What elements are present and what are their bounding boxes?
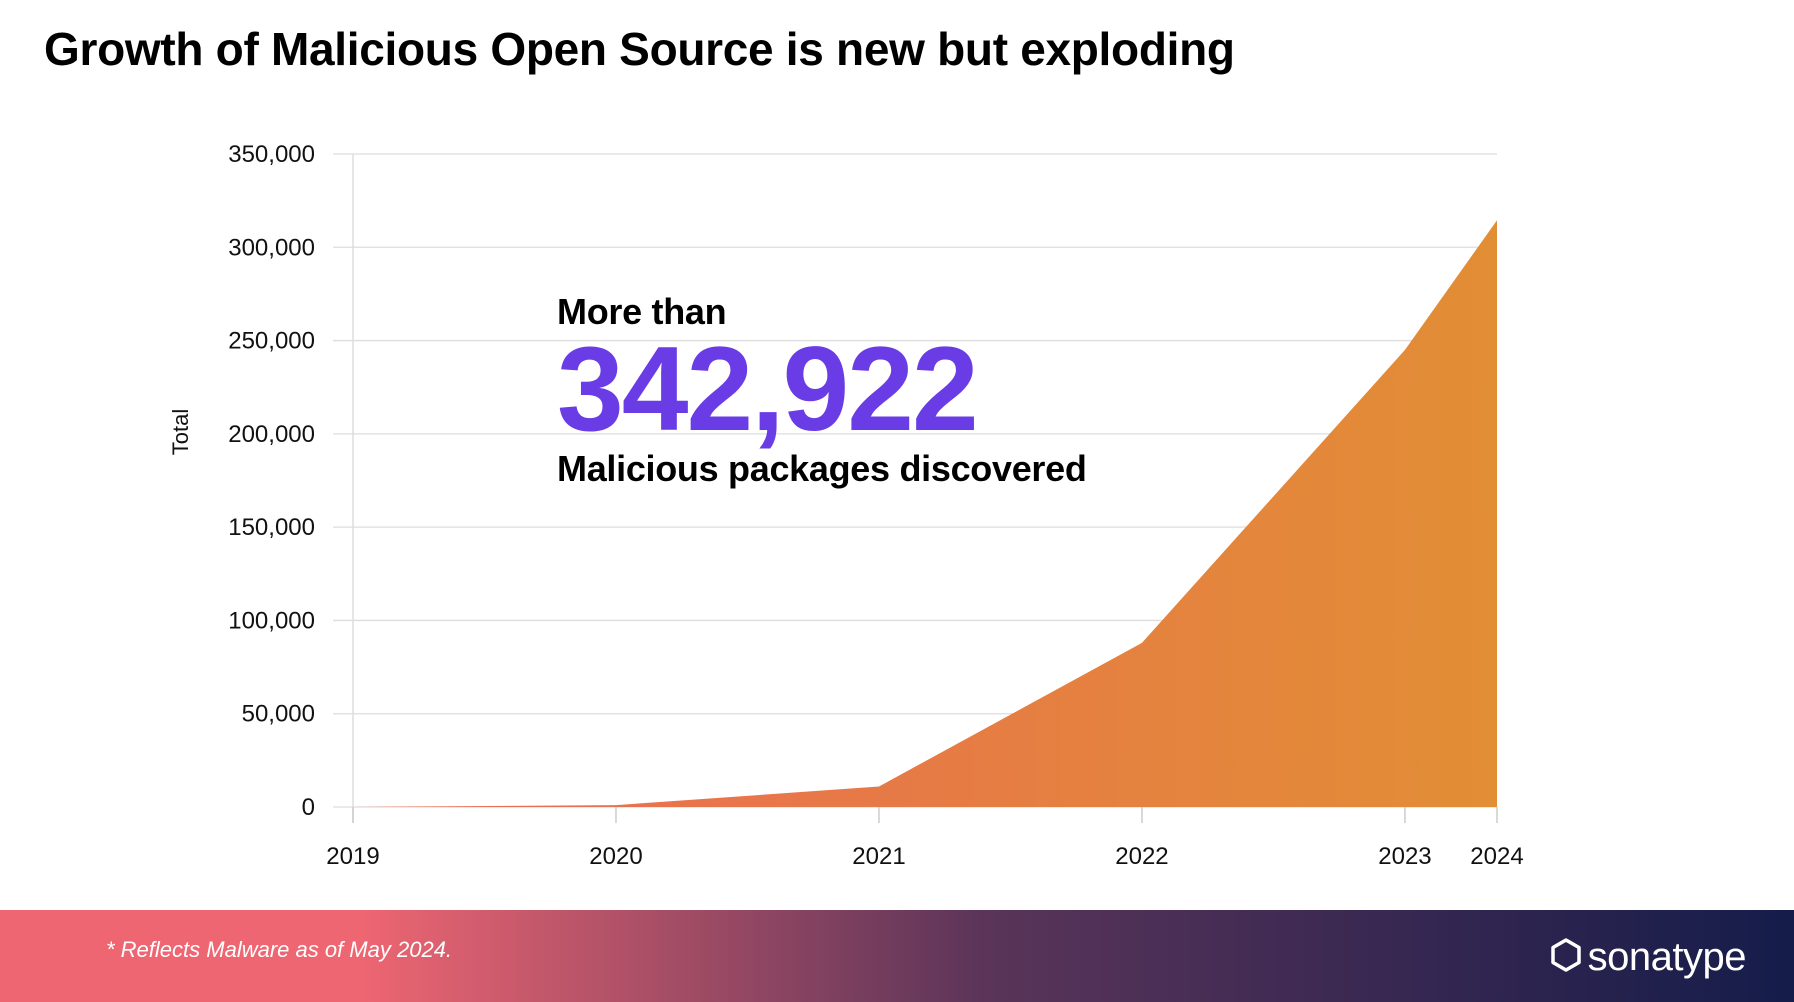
- callout-value: 342,922: [557, 322, 979, 456]
- y-tick-label: 0: [302, 794, 315, 821]
- y-tick-label: 100,000: [228, 607, 315, 634]
- x-tick-label: 2019: [326, 843, 379, 870]
- area-series: [353, 220, 1497, 808]
- x-tick-label: 2022: [1115, 843, 1168, 870]
- callout: More than 342,922 Malicious packages dis…: [557, 290, 1087, 491]
- callout-prefix: More than: [557, 291, 727, 332]
- y-tick-label: 250,000: [228, 328, 315, 355]
- y-tick-label: 150,000: [228, 514, 315, 541]
- x-tick-label: 2020: [589, 843, 642, 870]
- y-tick-label: 300,000: [228, 234, 315, 261]
- axes: [352, 154, 1498, 823]
- chart-title: Growth of Malicious Open Source is new b…: [44, 23, 1235, 75]
- hexagon-icon: [1550, 937, 1582, 978]
- y-tick-label: 200,000: [228, 421, 315, 448]
- x-tick-label: 2024: [1470, 843, 1523, 870]
- area-chart: 0 50,000 100,000 150,000 200,000 250,000 300,0…: [168, 141, 1524, 870]
- y-tick-label: 50,000: [242, 701, 315, 728]
- brand-name: sonatype: [1587, 935, 1747, 979]
- y-tick-label: 350,000: [228, 141, 315, 168]
- area-layer: [353, 220, 1497, 808]
- x-tick-label: 2021: [852, 843, 905, 870]
- x-tick-labels: 2019 2020 2021 2022 2023 2024: [326, 843, 1523, 870]
- x-tick-label: 2023: [1378, 843, 1431, 870]
- callout-suffix: Malicious packages discovered: [557, 448, 1087, 489]
- y-tick-labels: 0 50,000 100,000 150,000 200,000 250,000 300,0…: [228, 141, 315, 821]
- footnote: * Reflects Malware as of May 2024.: [106, 937, 453, 962]
- y-axis-label: Total: [168, 409, 193, 455]
- footer-band: [0, 910, 1794, 1002]
- brand-logo: sonatype: [1550, 935, 1747, 980]
